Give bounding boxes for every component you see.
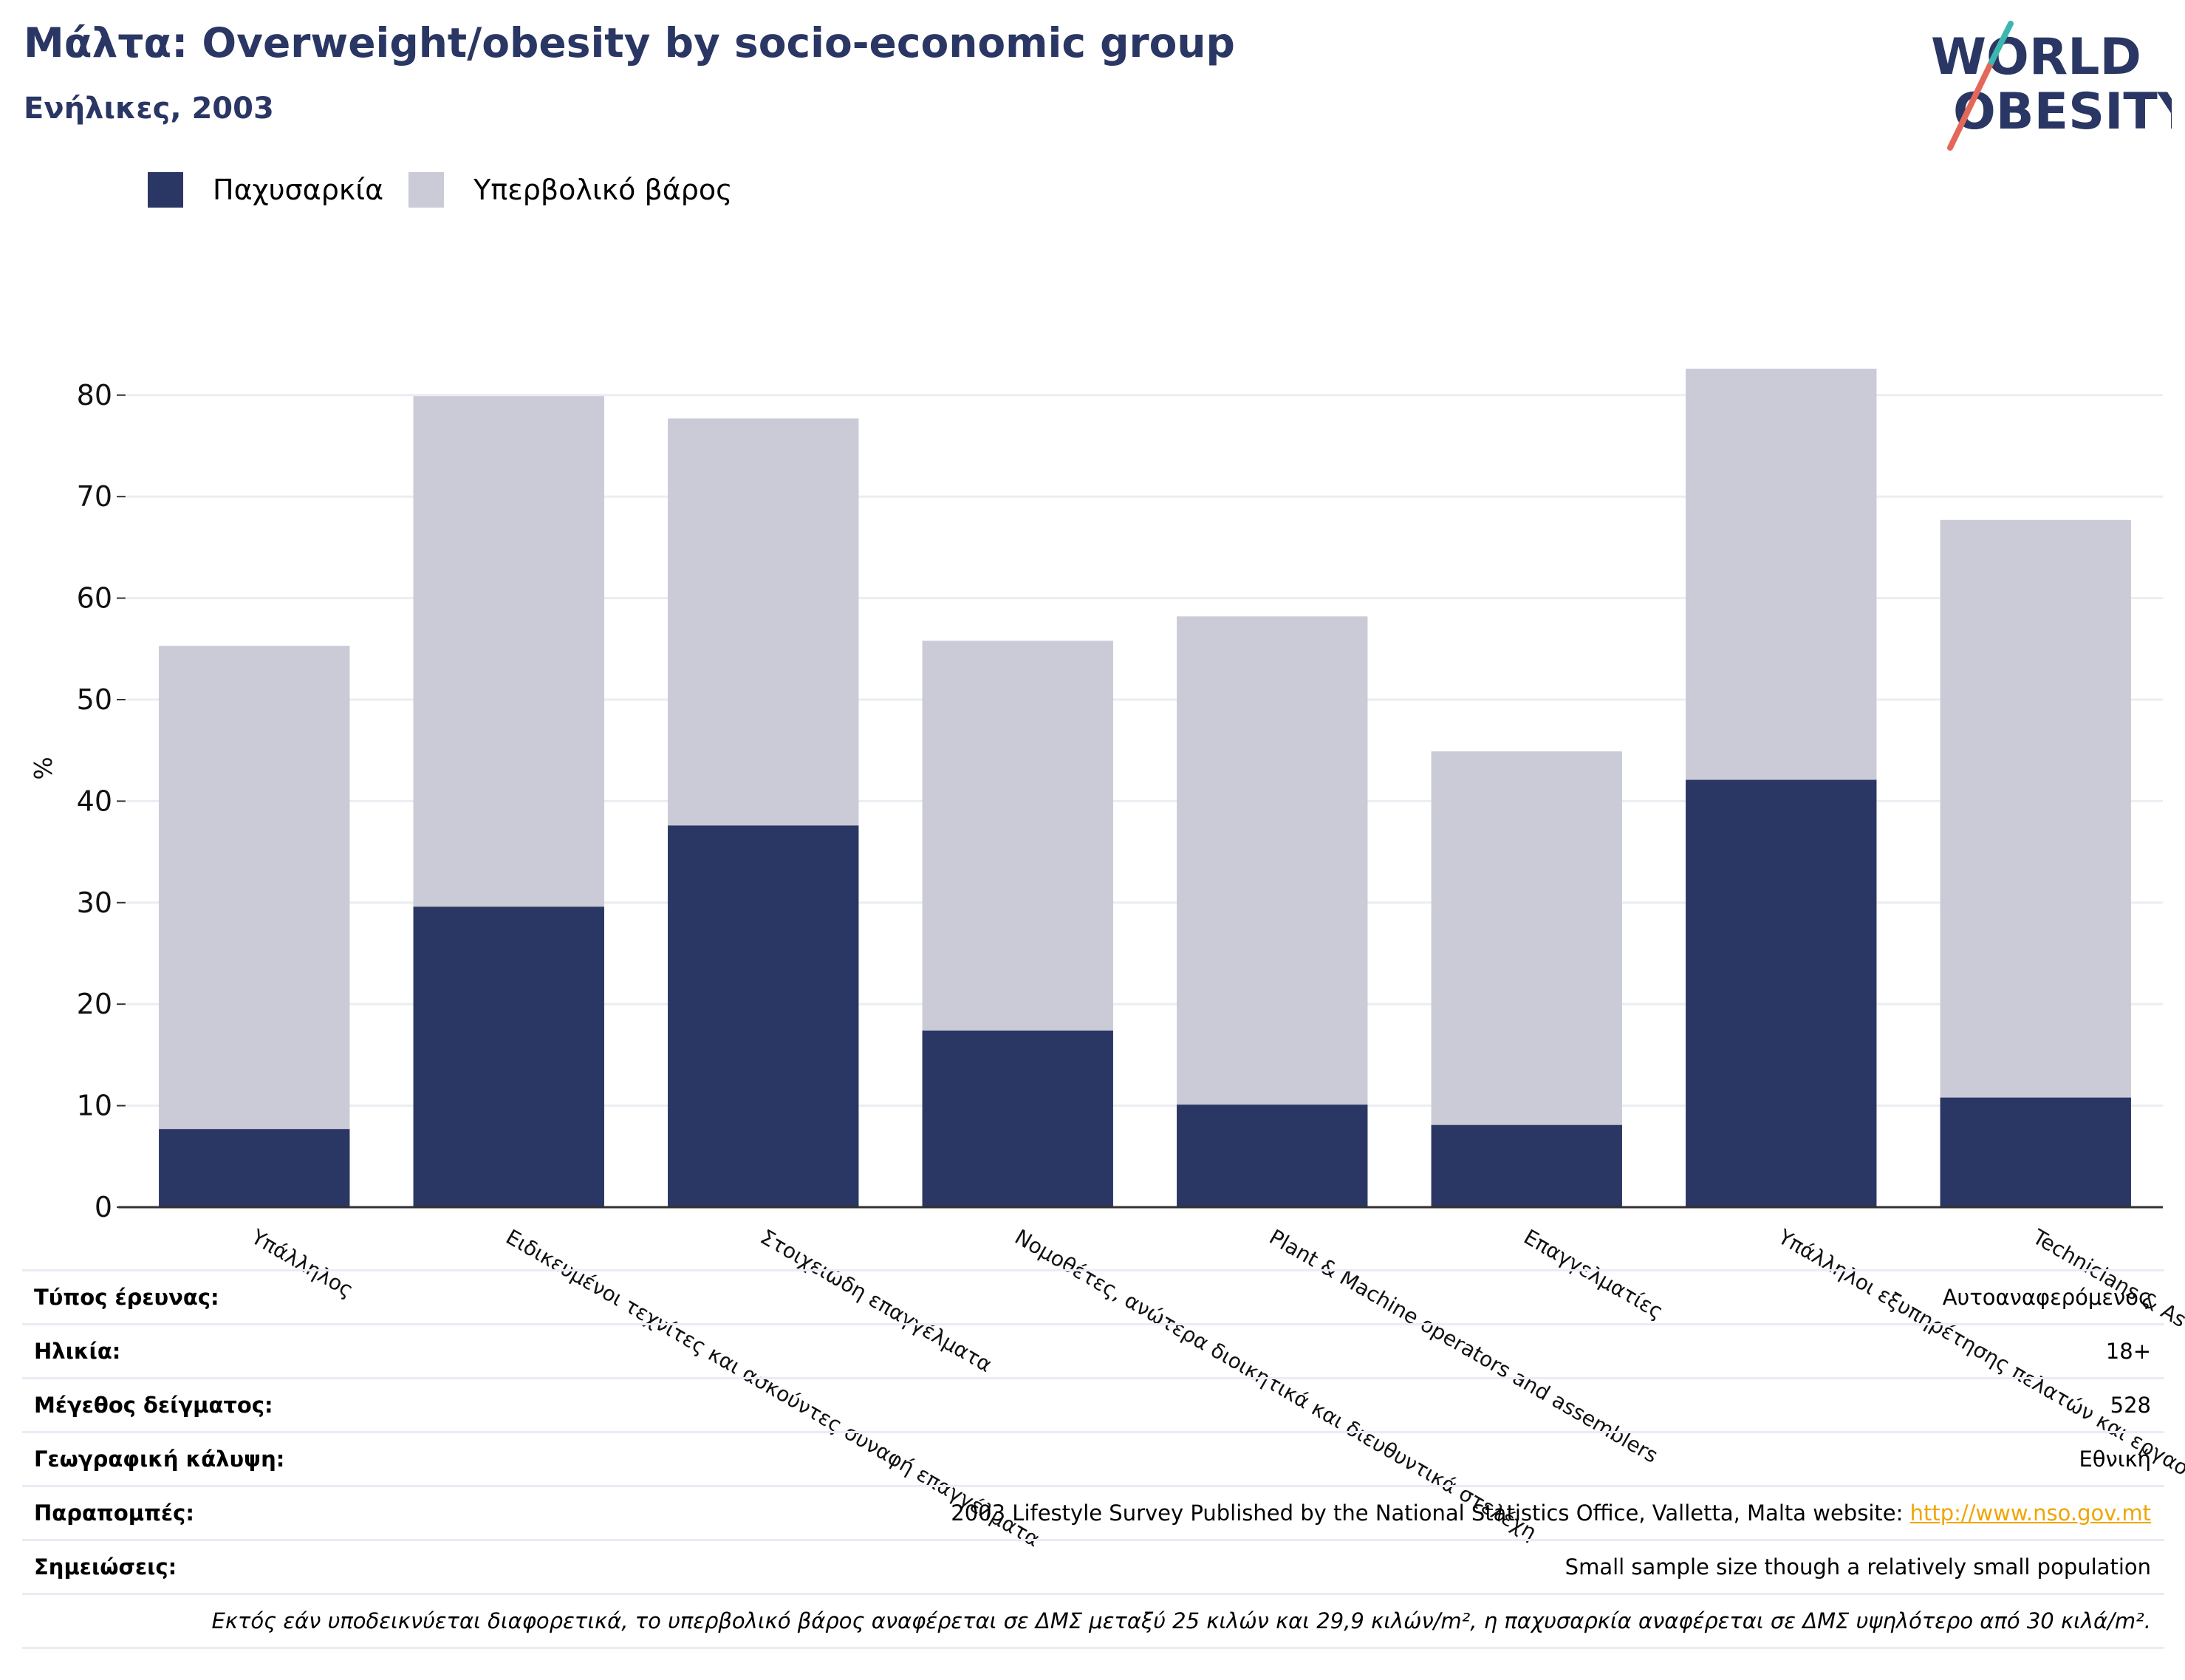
info-table: Τύπος έρευνας: Αυτοαναφερόμενος Ηλικία: … bbox=[22, 1269, 2164, 1649]
chart-legend: Παχυσαρκία Υπερβολικό βάρος bbox=[148, 171, 757, 208]
legend-item-obesity: Παχυσαρκία bbox=[148, 172, 383, 208]
bar-obesity bbox=[1686, 779, 1877, 1207]
info-key: Παραπομπές: bbox=[34, 1500, 194, 1526]
info-key: Μέγεθος δείγματος: bbox=[34, 1393, 273, 1418]
y-tick-label: 70 bbox=[77, 480, 112, 513]
info-value: 528 bbox=[2110, 1393, 2151, 1418]
bar-obesity bbox=[1940, 1097, 2131, 1207]
bar-obesity bbox=[922, 1030, 1113, 1207]
bar-overweight bbox=[1686, 369, 1877, 780]
bar-overweight bbox=[413, 396, 604, 907]
y-tick-label: 80 bbox=[77, 379, 112, 412]
info-row-survey-type: Τύπος έρευνας: Αυτοαναφερόμενος bbox=[22, 1269, 2164, 1323]
y-tick-label: 60 bbox=[77, 582, 112, 615]
info-key: Σημειώσεις: bbox=[34, 1554, 177, 1580]
reference-link[interactable]: http://www.nso.gov.mt bbox=[1909, 1500, 2151, 1526]
legend-label-obesity: Παχυσαρκία bbox=[213, 174, 384, 206]
bar-overweight bbox=[159, 646, 350, 1130]
svg-text:WORLD: WORLD bbox=[1931, 28, 2141, 86]
chart-subtitle: Ενήλικες, 2003 bbox=[24, 92, 274, 126]
info-value: Small sample size though a relatively sm… bbox=[1565, 1554, 2151, 1580]
bar-overweight bbox=[668, 418, 859, 826]
legend-item-overweight: Υπερβολικό βάρος bbox=[408, 172, 732, 208]
bar-obesity bbox=[159, 1129, 350, 1207]
world-obesity-logo: WORLD OBESITY bbox=[1931, 21, 2172, 151]
info-key: Γεωγραφική κάλυψη: bbox=[34, 1447, 285, 1472]
y-tick-label: 40 bbox=[77, 785, 112, 817]
bar-overweight bbox=[922, 641, 1113, 1031]
info-row-coverage: Γεωγραφική κάλυψη: Εθνική bbox=[22, 1431, 2164, 1485]
y-tick-label: 50 bbox=[77, 683, 112, 716]
y-tick-label: 10 bbox=[77, 1090, 112, 1122]
info-key: Τύπος έρευνας: bbox=[34, 1285, 219, 1310]
legend-swatch-overweight bbox=[408, 172, 445, 208]
reference-text: 2003 Lifestyle Survey Published by the N… bbox=[951, 1500, 1910, 1526]
info-key: Ηλικία: bbox=[34, 1339, 121, 1364]
bar-overweight bbox=[1940, 519, 2131, 1098]
bars bbox=[159, 369, 2131, 1207]
info-value: Εθνική bbox=[2079, 1447, 2151, 1472]
bar-overweight bbox=[1431, 751, 1622, 1125]
legend-label-overweight: Υπερβολικό βάρος bbox=[473, 174, 733, 206]
info-value: 2003 Lifestyle Survey Published by the N… bbox=[951, 1500, 2164, 1526]
info-row-notes: Σημειώσεις: Small sample size though a r… bbox=[22, 1539, 2164, 1593]
legend-swatch-obesity bbox=[148, 172, 183, 208]
y-tick-label: 20 bbox=[77, 988, 112, 1020]
info-value: Αυτοαναφερόμενος bbox=[1942, 1285, 2151, 1310]
info-row-age: Ηλικία: 18+ bbox=[22, 1323, 2164, 1377]
y-tick-label: 0 bbox=[95, 1191, 112, 1223]
chart-title: Μάλτα: Overweight/obesity by socio-econo… bbox=[24, 19, 1235, 66]
bar-obesity bbox=[668, 825, 859, 1207]
info-row-sample-size: Μέγεθος δείγματος: 528 bbox=[22, 1377, 2164, 1431]
info-row-references: Παραπομπές: 2003 Lifestyle Survey Publis… bbox=[22, 1485, 2164, 1539]
y-tick-label: 30 bbox=[77, 887, 112, 919]
bar-obesity bbox=[1177, 1104, 1368, 1207]
bar-obesity bbox=[1431, 1124, 1622, 1207]
bar-overweight bbox=[1177, 616, 1368, 1105]
footnote: Εκτός εάν υποδεικνύεται διαφορετικά, το … bbox=[22, 1593, 2164, 1649]
bar-obesity bbox=[413, 906, 604, 1207]
svg-text:OBESITY: OBESITY bbox=[1953, 83, 2172, 141]
info-value: 18+ bbox=[2105, 1339, 2151, 1364]
y-axis-label: % bbox=[29, 757, 58, 779]
